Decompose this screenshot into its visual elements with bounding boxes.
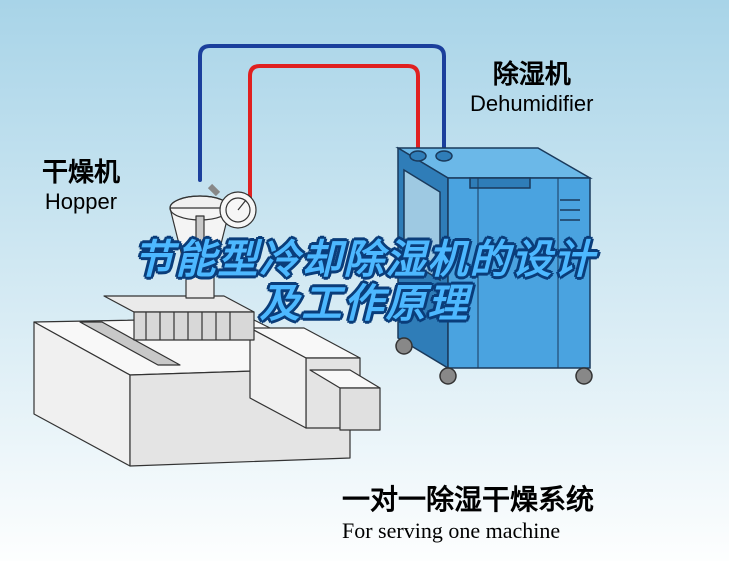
bottom-title-cn: 一对一除湿干燥系统 bbox=[342, 478, 594, 518]
dehumidifier-label-en: Dehumidifier bbox=[470, 91, 594, 117]
overlay-title-line1: 节能型冷却除湿机的设计 bbox=[0, 238, 729, 282]
hopper-label: 干燥机 Hopper bbox=[42, 152, 120, 215]
overlay-title: 节能型冷却除湿机的设计 及工作原理 bbox=[0, 238, 729, 326]
hopper-label-cn: 干燥机 bbox=[42, 152, 120, 189]
overlay-title-line2: 及工作原理 bbox=[0, 282, 729, 326]
dehumidifier-label: 除湿机 Dehumidifier bbox=[470, 54, 594, 117]
bottom-title: 一对一除湿干燥系统 For serving one machine bbox=[342, 478, 594, 544]
dehumidifier-label-cn: 除湿机 bbox=[470, 54, 594, 91]
bottom-title-en: For serving one machine bbox=[342, 518, 594, 544]
hopper-label-en: Hopper bbox=[42, 189, 120, 215]
